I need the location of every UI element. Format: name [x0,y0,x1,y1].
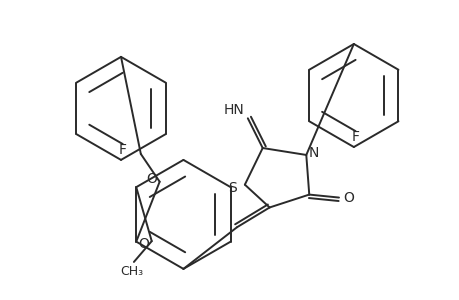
Text: O: O [138,237,149,251]
Text: F: F [119,143,127,157]
Text: HN: HN [223,103,244,117]
Text: S: S [228,181,237,195]
Text: F: F [351,130,359,144]
Text: O: O [146,172,157,186]
Text: N: N [308,146,319,160]
Text: O: O [343,190,353,205]
Text: CH₃: CH₃ [120,266,143,278]
